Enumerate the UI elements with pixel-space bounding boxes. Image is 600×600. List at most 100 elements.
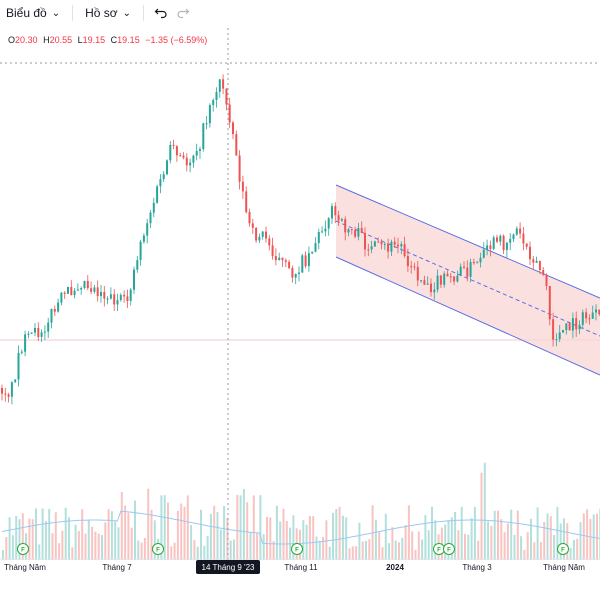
candle-body	[360, 227, 363, 233]
candle-body	[311, 251, 314, 254]
volume-bar	[401, 537, 404, 560]
dividend-marker-icon	[152, 543, 164, 555]
volume-bar	[200, 509, 202, 560]
candle-body	[393, 241, 396, 245]
volume-bar	[464, 533, 466, 560]
candle-body	[248, 212, 251, 224]
volume-bar	[186, 495, 189, 560]
volume-bar	[487, 521, 490, 560]
volume-bar	[134, 500, 136, 560]
candle-body	[304, 255, 307, 267]
candle-body	[413, 266, 416, 268]
volume-bar	[170, 546, 173, 560]
candle-body	[291, 268, 294, 278]
candle-body	[443, 273, 446, 285]
candle-body	[380, 242, 383, 245]
volume-bar	[490, 525, 493, 560]
volume-bar	[110, 511, 113, 560]
volume-bar	[434, 520, 437, 560]
candle-body	[463, 266, 465, 268]
candle-body	[571, 318, 574, 331]
volume-bar	[315, 536, 318, 560]
candle-body	[30, 332, 33, 334]
dividend-marker-label: F	[21, 548, 25, 554]
volume-bar	[236, 494, 239, 560]
candle-body	[373, 241, 376, 247]
candle-body	[14, 379, 17, 383]
candle-body	[271, 245, 274, 257]
channel-upper-line	[335, 184, 600, 299]
volume-bar	[411, 531, 414, 560]
ohlc-legend: O20.30 H20.55 L19.15 C19.15 −1.35 (−6.59…	[8, 35, 210, 45]
candle-body	[274, 256, 277, 261]
candle-body	[430, 283, 432, 293]
candle-body	[152, 202, 155, 213]
volume-bar	[335, 509, 338, 560]
candle-body	[27, 333, 30, 335]
volume-bar	[97, 533, 100, 560]
volume-bar	[398, 542, 400, 560]
candle-body	[7, 394, 10, 397]
volume-bar	[21, 513, 24, 560]
volume-bar	[120, 492, 123, 560]
volume-bar	[500, 519, 503, 560]
volume-bar	[91, 526, 94, 560]
x-axis-tick-highlighted: 14 Tháng 9 '23	[202, 563, 256, 572]
volume-bar	[530, 518, 532, 560]
candle-body	[476, 262, 479, 264]
volume-bar	[44, 521, 47, 560]
candle-body	[255, 227, 258, 241]
candle-body	[208, 105, 211, 124]
candle-body	[525, 243, 528, 247]
profile-menu-button[interactable]: Hồ sơ ⌄	[79, 2, 137, 24]
volume-bar	[394, 540, 397, 560]
candle-body	[588, 318, 591, 320]
candle-body	[76, 289, 79, 291]
candle-body	[103, 292, 106, 299]
volume-bar	[223, 506, 226, 560]
volume-bar	[193, 540, 196, 560]
volume-bar	[520, 536, 523, 560]
candle-body	[469, 262, 472, 277]
volume-bar	[77, 531, 80, 560]
volume-bar	[252, 495, 255, 560]
candle-body	[301, 255, 304, 273]
volume-bar	[127, 512, 130, 560]
candle-body	[235, 134, 238, 156]
volume-bar	[61, 530, 64, 560]
candle-body	[166, 160, 168, 175]
volume-bar	[2, 550, 4, 560]
undo-button[interactable]	[150, 2, 172, 24]
candle-body	[119, 295, 122, 301]
volume-bar	[325, 520, 328, 560]
x-axis-tick: Tháng 7	[102, 563, 132, 572]
volume-bar	[533, 542, 536, 560]
candle-body	[139, 241, 142, 260]
volume-bar	[68, 517, 70, 560]
chart-menu-button[interactable]: Biểu đồ ⌄	[0, 2, 66, 24]
volume-bar	[262, 534, 265, 560]
candle-body	[179, 155, 182, 157]
volume-bar	[28, 518, 31, 560]
candle-body	[189, 162, 192, 166]
candle-body	[410, 266, 413, 268]
volume-bar	[71, 547, 74, 560]
volume-bar	[322, 536, 325, 560]
candle-body	[159, 179, 162, 187]
volume-bar	[427, 530, 430, 560]
highlighted-date-bg	[196, 560, 260, 574]
candle-body	[261, 231, 264, 237]
candle-body	[324, 228, 327, 232]
volume-bar	[180, 503, 183, 560]
redo-button[interactable]	[172, 2, 194, 24]
dividend-marker-label: F	[156, 548, 160, 554]
candle-body	[400, 244, 403, 247]
candle-body	[565, 323, 568, 330]
volume-bar	[285, 521, 288, 560]
candle-body	[423, 280, 426, 285]
volume-bar	[38, 544, 41, 560]
candle-body	[258, 236, 261, 241]
volume-bar	[259, 495, 262, 560]
volume-bar	[101, 535, 103, 560]
